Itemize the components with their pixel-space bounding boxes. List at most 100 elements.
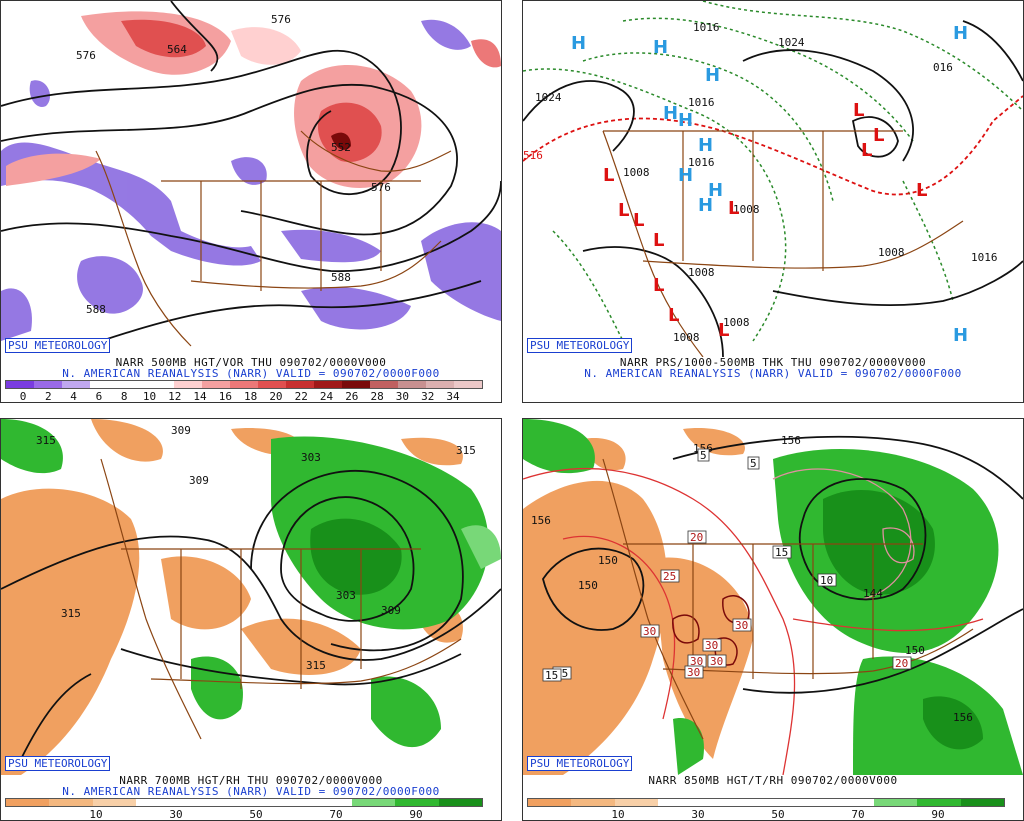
colorbar-ticks: 10 30 50 70 90: [1, 808, 501, 820]
colorbar-swatch: [426, 381, 454, 388]
colorbar-swatch: [744, 799, 788, 806]
colorbar-tick-label: 8: [120, 390, 128, 403]
colorbar-swatch: [179, 799, 223, 806]
pressure-label: 1008: [723, 316, 750, 329]
high-center: H: [705, 65, 720, 86]
dry-shading: [1, 419, 463, 775]
colorbar-swatch: [830, 799, 875, 806]
map-700mb: 315 303 309 315 315 309 303 309 315: [1, 419, 501, 775]
panel-title: NARR PRS/1000-500MB THK THU 090702/0000V…: [619, 356, 927, 369]
colorbar-tick-label: 4: [70, 390, 77, 403]
colorbar-swatch: [787, 799, 831, 806]
svg-text:30: 30: [687, 666, 700, 679]
temperature-label: 15: [772, 545, 792, 559]
pressure-label: 1008: [673, 331, 700, 344]
colorbar-tick-label: 6: [95, 390, 103, 403]
contour-label: 303: [336, 589, 356, 602]
svg-text:30: 30: [643, 625, 656, 638]
moist-shading: [1, 419, 501, 748]
panel-subtitle: N. AMERICAN REANALYSIS (NARR) VALID = 09…: [62, 785, 440, 798]
svg-text:30: 30: [735, 619, 748, 632]
colorbar-swatch: [370, 381, 398, 388]
contour-label: 156: [531, 514, 551, 527]
pressure-label: 1008: [623, 166, 650, 179]
contour-label: 309: [189, 474, 209, 487]
colorbar-tick-label: 16: [218, 390, 232, 403]
colorbar-swatch: [352, 799, 396, 806]
colorbar-swatch: [222, 799, 266, 806]
high-centers: H H H H H H H H H H H: [571, 23, 968, 346]
pressure-label: 1008: [878, 246, 905, 259]
colorbar-swatch: [398, 381, 426, 388]
colorbar-swatch: [258, 381, 286, 388]
pressure-label: 1008: [733, 203, 760, 216]
colorbar-swatch: [135, 799, 180, 806]
colorbar-tick-label: 18: [244, 390, 258, 403]
contour-label: 315: [306, 659, 326, 672]
colorbar-tick-label: 10: [89, 808, 103, 821]
low-center: L: [653, 275, 664, 296]
colorbar: [527, 798, 1005, 807]
panel-title: NARR 500MB HGT/VOR THU 090702/0000V000: [115, 356, 387, 369]
colorbar-swatch: [6, 381, 34, 388]
contour-label: 150: [598, 554, 618, 567]
colorbar-swatch: [174, 381, 202, 388]
svg-text:20: 20: [690, 531, 703, 544]
svg-text:15: 15: [775, 546, 788, 559]
high-center: H: [571, 33, 586, 54]
colorbar-tick-label: 32: [421, 390, 435, 403]
temperature-label: 20: [687, 530, 707, 544]
colorbar-tick-label: 90: [931, 808, 945, 821]
panel-subtitle: N. AMERICAN REANALYSIS (NARR) VALID = 09…: [62, 367, 440, 380]
contour-label: 309: [381, 604, 401, 617]
pressure-label: 1016: [688, 156, 715, 169]
temperature-label: 30: [687, 654, 707, 668]
thickness-516: [523, 95, 1023, 196]
colorbar-swatch: [314, 381, 342, 388]
panel-pressure-thickness: 1016 1024 1024 1016 016 1008 1016 1008 1…: [522, 0, 1024, 403]
svg-text:25: 25: [663, 570, 676, 583]
low-center: L: [861, 140, 872, 161]
temperature-label: 5: [747, 456, 760, 470]
contour-label: 576: [271, 13, 291, 26]
panel-subtitle: N. AMERICAN REANALYSIS (NARR) VALID = 09…: [584, 367, 962, 380]
colorbar-swatch: [92, 799, 136, 806]
contour-label: 150: [578, 579, 598, 592]
low-center: L: [633, 210, 644, 231]
temperature-label: 30: [684, 665, 704, 679]
contour-label: 576: [371, 181, 391, 194]
colorbar-ticks: 10 30 50 70 90: [523, 808, 1023, 820]
temperature-label: 10: [817, 573, 837, 587]
colorbar-tick-label: 20: [269, 390, 283, 403]
borders: [602, 458, 974, 740]
colorbar-swatch: [286, 381, 314, 388]
temperature-label: 30: [702, 638, 722, 652]
svg-text:30: 30: [705, 639, 718, 652]
borders: [100, 458, 462, 740]
colorbar-swatch: [657, 799, 702, 806]
contour-label: 156: [781, 434, 801, 447]
contour-label: 144: [863, 587, 883, 600]
svg-text:30: 30: [690, 655, 703, 668]
map-850mb: 156 156 150 144 150 156 156 150 15551525…: [523, 419, 1023, 775]
height-contours: [542, 435, 1023, 694]
colorbar-tick-label: 34: [446, 390, 460, 403]
pressure-label: 516: [523, 149, 543, 162]
coastline-borders: [95, 130, 452, 347]
colorbar-swatch: [701, 799, 745, 806]
colorbar-tick-label: 0: [19, 390, 27, 403]
low-center: L: [728, 198, 739, 219]
colorbar-swatch: [90, 381, 118, 388]
colorbar-swatch: [917, 799, 961, 806]
colorbar-tick-label: 50: [249, 808, 263, 821]
temperature-label: 30: [707, 654, 727, 668]
contour-label: 564: [167, 43, 187, 56]
colorbar-tick-label: 70: [851, 808, 865, 821]
low-center: L: [873, 125, 884, 146]
contour-label: 309: [171, 424, 191, 437]
low-center: L: [618, 200, 629, 221]
high-center: H: [663, 103, 678, 124]
moist-shading: [523, 419, 1023, 775]
pressure-label: 016: [933, 61, 953, 74]
pressure-label: 1024: [535, 91, 562, 104]
